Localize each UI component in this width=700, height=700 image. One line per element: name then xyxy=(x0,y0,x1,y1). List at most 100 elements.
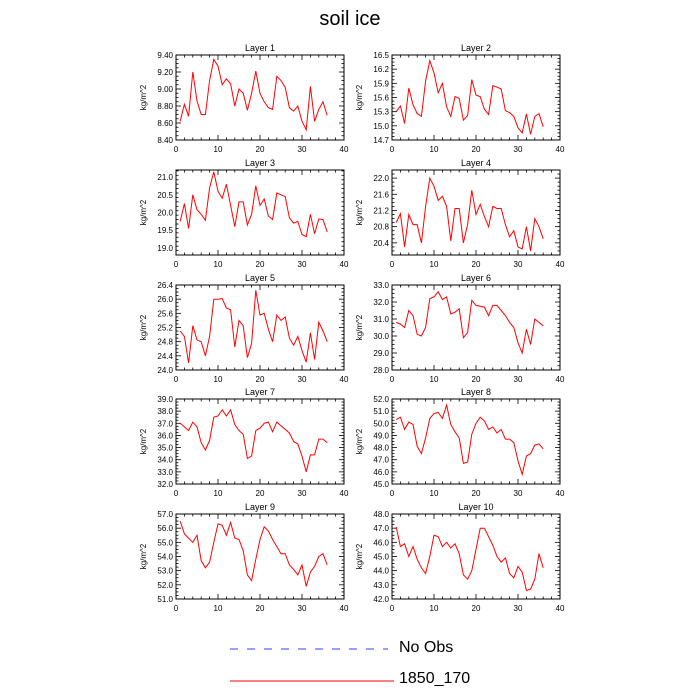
layer-6-title: Layer 6 xyxy=(461,273,491,283)
layer-5-ytick-label: 25.2 xyxy=(157,324,173,333)
layer-8-frame xyxy=(391,398,561,485)
layer-8-ytick-label: 49.0 xyxy=(373,431,389,440)
layer-10-ytick-label: 46.0 xyxy=(373,538,389,547)
layer-8-ylabel: kg/m^2 xyxy=(355,428,364,454)
layer-5-frame xyxy=(175,284,345,371)
layer-1-xtick-label: 30 xyxy=(298,145,307,154)
layer-10-ytick-label: 48.0 xyxy=(373,510,389,519)
layer-9-ytick-label: 57.0 xyxy=(157,510,173,519)
layer-9-ytick-label: 53.0 xyxy=(157,567,173,576)
layer-1-xtick-label: 0 xyxy=(174,145,179,154)
layer-4-ytick-label: 20.8 xyxy=(373,223,389,232)
layer-1-ytick-label: 9.00 xyxy=(157,85,173,94)
layer-2-ytick-label: 15.6 xyxy=(373,94,389,103)
legend-label-1850-170: 1850_170 xyxy=(399,670,471,687)
layer-7-xtick-label: 30 xyxy=(298,489,307,498)
layer-7-xtick-label: 40 xyxy=(340,489,349,498)
layer-1-ylabel: kg/m^2 xyxy=(139,84,148,110)
layer-8-xtick-label: 10 xyxy=(430,489,439,498)
layer-2-ytick-label: 16.2 xyxy=(373,65,389,74)
layer-5-ytick-label: 25.6 xyxy=(157,309,173,318)
layer-6-ytick-label: 29.0 xyxy=(373,349,389,358)
layer-10-xtick-label: 40 xyxy=(556,604,565,613)
layer-10-series-line xyxy=(395,526,544,592)
layer-9-xtick-label: 40 xyxy=(340,604,349,613)
layer-4-title: Layer 4 xyxy=(461,158,491,168)
layer-3-title: Layer 3 xyxy=(245,158,275,168)
layer-5-xtick-label: 10 xyxy=(214,375,223,384)
layer-3-ylabel: kg/m^2 xyxy=(139,199,148,225)
layer-3-frame xyxy=(175,169,345,256)
layer-2-ytick-label: 15.0 xyxy=(373,122,389,131)
layer-1-frame xyxy=(175,54,345,141)
layer-6-ytick-label: 33.0 xyxy=(373,281,389,290)
layer-7-xtick-label: 0 xyxy=(174,489,179,498)
layer-4-series-line xyxy=(395,176,544,252)
layer-9-ytick-label: 55.0 xyxy=(157,538,173,547)
layer-7-ytick-label: 33.0 xyxy=(157,468,173,477)
layer-7-ytick-label: 34.0 xyxy=(157,456,173,465)
layer-1-ytick-label: 9.20 xyxy=(157,68,173,77)
layer-2-ytick-label: 14.7 xyxy=(373,136,389,145)
layer-8-xtick-label: 30 xyxy=(514,489,523,498)
layer-2-title: Layer 2 xyxy=(461,43,491,53)
layer-4-xtick-label: 20 xyxy=(472,260,481,269)
layer-6-xtick-label: 0 xyxy=(390,375,395,384)
layer-10-xtick-label: 10 xyxy=(430,604,439,613)
layer-7-xtick-label: 10 xyxy=(214,489,223,498)
layer-7-title: Layer 7 xyxy=(245,387,275,397)
layer-9-ytick-label: 52.0 xyxy=(157,581,173,590)
layer-9-xtick-label: 0 xyxy=(174,604,179,613)
layer-9-ylabel: kg/m^2 xyxy=(139,543,148,569)
layer-2-ytick-label: 16.5 xyxy=(373,51,389,60)
layer-6-xtick-label: 20 xyxy=(472,375,481,384)
layer-5-ytick-label: 24.8 xyxy=(157,338,173,347)
layer-1-ytick-label: 9.40 xyxy=(157,51,173,60)
layer-2-ylabel: kg/m^2 xyxy=(355,84,364,110)
layer-5-series-line xyxy=(179,290,328,363)
layer-9-xtick-label: 30 xyxy=(298,604,307,613)
layer-7-ytick-label: 39.0 xyxy=(157,395,173,404)
layer-4-xtick-label: 40 xyxy=(556,260,565,269)
layer-5-ylabel: kg/m^2 xyxy=(139,314,148,340)
layer-8-ytick-label: 50.0 xyxy=(373,419,389,428)
layer-5-ytick-label: 24.4 xyxy=(157,352,173,361)
layer-7-xtick-label: 20 xyxy=(256,489,265,498)
layer-10-ytick-label: 47.0 xyxy=(373,524,389,533)
layer-8-xtick-label: 40 xyxy=(556,489,565,498)
layer-6-ytick-label: 32.0 xyxy=(373,298,389,307)
layer-10-ylabel: kg/m^2 xyxy=(355,543,364,569)
layer-8-xtick-label: 0 xyxy=(390,489,395,498)
layer-7-ytick-label: 38.0 xyxy=(157,407,173,416)
layer-2-frame xyxy=(391,54,561,141)
layer-1-ytick-label: 8.80 xyxy=(157,102,173,111)
legend-label-no-obs: No Obs xyxy=(399,639,454,656)
layer-10-xtick-label: 30 xyxy=(514,604,523,613)
layer-2-xtick-label: 10 xyxy=(430,145,439,154)
layer-7-ylabel: kg/m^2 xyxy=(139,428,148,454)
layer-5-ytick-label: 26.4 xyxy=(157,281,173,290)
layer-6-series-line xyxy=(396,290,544,355)
layer-10-ytick-label: 43.0 xyxy=(373,581,389,590)
layer-4-ylabel: kg/m^2 xyxy=(355,199,364,225)
layer-9-title: Layer 9 xyxy=(245,502,275,512)
layer-8-ytick-label: 47.0 xyxy=(373,456,389,465)
layer-5-xtick-label: 20 xyxy=(256,375,265,384)
layer-2-series-line xyxy=(395,58,544,135)
layer-1-xtick-label: 10 xyxy=(214,145,223,154)
layer-10-frame xyxy=(391,513,561,600)
layer-3-ytick-label: 21.0 xyxy=(157,173,173,182)
layer-1-xtick-label: 20 xyxy=(256,145,265,154)
layer-6-xtick-label: 40 xyxy=(556,375,565,384)
layer-2-ytick-label: 15.9 xyxy=(373,79,389,88)
layer-5-xtick-label: 30 xyxy=(298,375,307,384)
layer-4-ytick-label: 21.6 xyxy=(373,190,389,199)
layer-7-ytick-label: 35.0 xyxy=(157,444,173,453)
layer-2-xtick-label: 0 xyxy=(390,145,395,154)
layer-2-ytick-label: 15.3 xyxy=(373,108,389,117)
layer-5-xtick-label: 40 xyxy=(340,375,349,384)
layer-3-xtick-label: 0 xyxy=(174,260,179,269)
layer-7-ytick-label: 37.0 xyxy=(157,419,173,428)
layer-8-ytick-label: 52.0 xyxy=(373,395,389,404)
layer-4-ytick-label: 22.0 xyxy=(373,174,389,183)
